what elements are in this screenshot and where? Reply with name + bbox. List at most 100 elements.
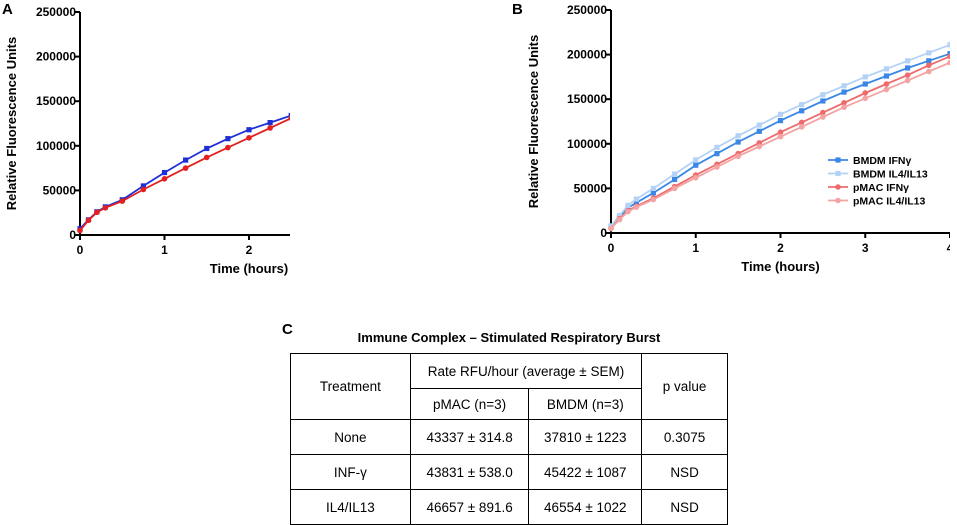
data-point [203, 154, 210, 161]
data-point [777, 129, 784, 136]
data-point [633, 196, 640, 202]
header-pvalue: p value [641, 353, 728, 420]
data-point [862, 95, 869, 102]
data-point [798, 124, 805, 130]
data-point [77, 227, 83, 234]
y-tick-label: 0 [600, 226, 607, 240]
data-point [777, 118, 784, 124]
legend-label: pMAC IL4/IL13 [853, 196, 926, 208]
data-point [608, 225, 614, 232]
data-point [883, 86, 890, 93]
data-point [777, 111, 784, 117]
x-axis-title: Time (hours) [741, 259, 820, 274]
legend-marker [835, 184, 841, 190]
data-point [714, 164, 720, 170]
data-point [799, 108, 805, 114]
cell-pmac: 46657 ± 891.6 [409, 489, 530, 525]
data-point [650, 185, 656, 191]
data-point [246, 134, 252, 141]
data-point [140, 186, 147, 193]
data-point [820, 109, 826, 116]
data-point [841, 89, 847, 95]
table-row: IL4/IL13 46657 ± 891.6 46554 ± 1022 NSD [290, 489, 728, 525]
data-point [140, 183, 146, 189]
data-point [862, 90, 869, 96]
data-point [102, 204, 109, 211]
cell-bmdm: 45422 ± 1087 [528, 454, 643, 490]
legend-label: BMDM IFNγ [853, 155, 911, 167]
legend-marker [835, 197, 841, 204]
data-point [671, 176, 678, 183]
data-point [625, 202, 631, 208]
data-point [671, 171, 678, 177]
header-pmac: pMAC (n=3) [409, 388, 530, 420]
data-point [841, 104, 847, 111]
data-point [947, 51, 950, 57]
x-tick-label: 3 [862, 241, 869, 255]
data-point [735, 139, 741, 145]
y-tick-label: 250000 [36, 5, 76, 19]
data-point [161, 169, 168, 176]
data-point [671, 185, 678, 192]
data-point [94, 209, 100, 216]
x-tick-label: 1 [161, 243, 168, 257]
data-point [183, 157, 189, 163]
data-point [926, 50, 932, 56]
y-tick-label: 50000 [574, 181, 608, 195]
y-tick-label: 100000 [36, 139, 76, 153]
cell-treatment: None [290, 419, 411, 455]
data-point [714, 151, 720, 157]
y-tick-label: 50000 [43, 183, 77, 197]
data-point [246, 127, 252, 133]
header-rate: Rate RFU/hour (average ± SEM) [409, 353, 643, 389]
data-point [288, 115, 290, 121]
data-point [650, 190, 656, 196]
y-tick-label: 150000 [36, 94, 76, 108]
data-point [947, 53, 950, 60]
data-point [625, 208, 631, 215]
panel-letter-c: C [282, 321, 293, 338]
x-tick-label: 0 [77, 243, 84, 257]
data-point [119, 198, 126, 204]
table-title: Immune Complex – Stimulated Respiratory … [357, 330, 661, 345]
cell-pvalue: NSD [641, 454, 728, 490]
cell-bmdm: 46554 ± 1022 [528, 489, 643, 525]
data-point [161, 176, 168, 182]
data-point [756, 143, 763, 150]
data-point [182, 165, 189, 171]
data-point [777, 133, 784, 140]
y-axis-title: Relative Fluorescence Units [4, 37, 19, 210]
data-point [616, 213, 623, 219]
data-point [616, 216, 623, 223]
legend-label: BMDM IL4/IL13 [853, 169, 928, 181]
data-point [905, 58, 911, 64]
data-point [735, 153, 741, 160]
cell-pmac: 43337 ± 314.8 [409, 419, 530, 455]
data-point [947, 59, 950, 66]
y-axis-title: Relative Fluorescence Units [526, 35, 541, 208]
data-point [693, 162, 699, 168]
data-point [714, 144, 720, 150]
data-point [799, 101, 805, 108]
data-point [267, 125, 273, 131]
table-row: None 43337 ± 314.8 37810 ± 1223 0.3075 [290, 419, 728, 455]
cell-treatment: IL4/IL13 [290, 489, 411, 525]
data-point [756, 128, 762, 134]
panel-letter-a: A [2, 1, 13, 18]
y-tick-label: 200000 [567, 48, 607, 62]
data-point [820, 92, 826, 98]
data-point [85, 217, 92, 224]
chart-a: A 01234050000100000150000200000250000Tim… [2, 1, 290, 276]
data-point [841, 83, 847, 89]
data-point [225, 144, 231, 151]
results-table: Treatment Rate RFU/hour (average ± SEM) … [290, 353, 728, 525]
data-point [735, 133, 741, 139]
data-point [841, 99, 847, 106]
data-point [633, 204, 640, 210]
data-point [798, 119, 805, 126]
series-line [79, 117, 290, 232]
data-point [926, 68, 932, 75]
data-point [905, 65, 911, 71]
header-bmdm: BMDM (n=3) [528, 388, 643, 420]
x-tick-label: 1 [692, 241, 699, 255]
